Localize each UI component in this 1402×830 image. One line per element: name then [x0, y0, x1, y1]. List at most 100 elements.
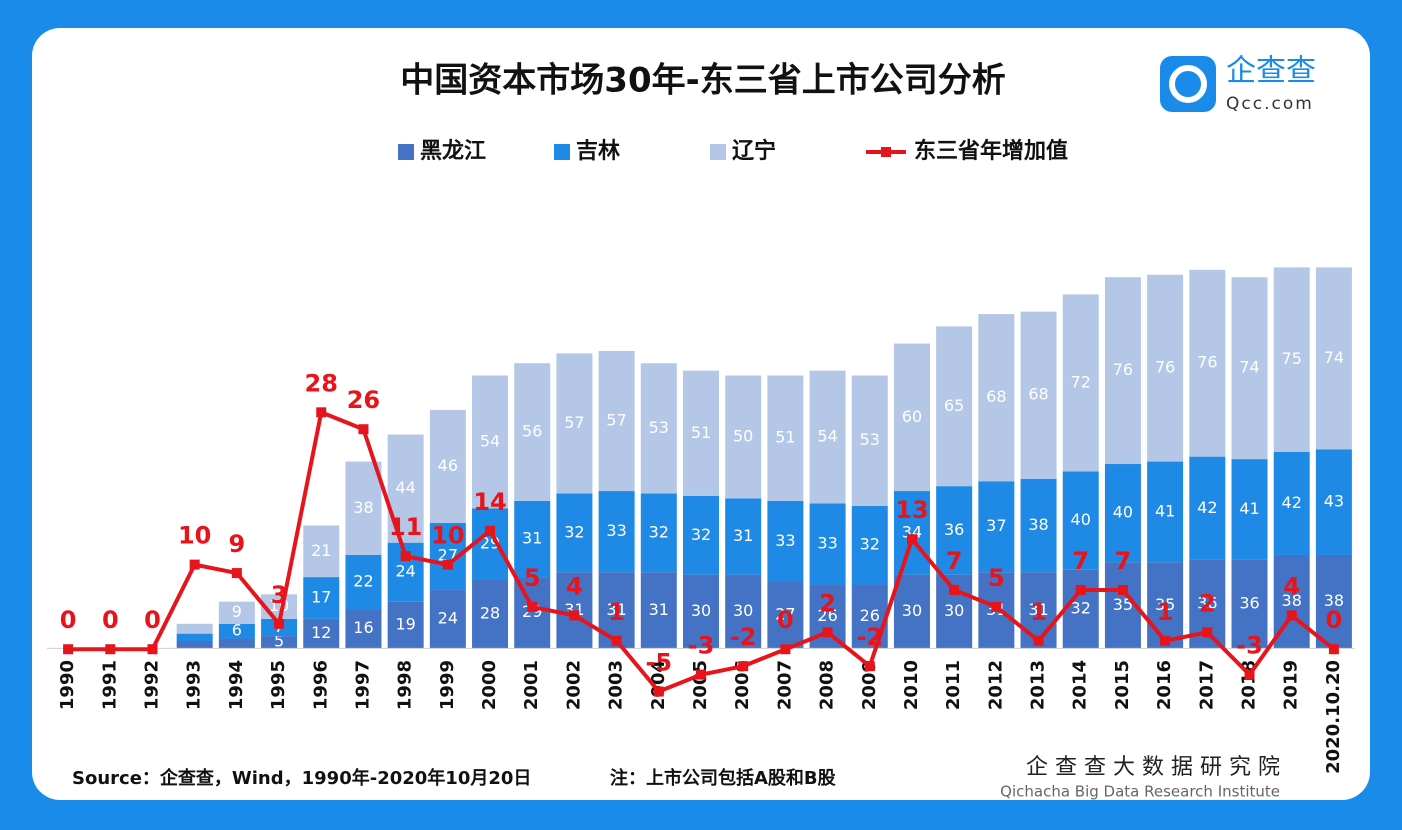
bar-value-label: 53 — [860, 430, 880, 449]
line-value-label: 1 — [1030, 598, 1047, 626]
bar-value-label: 33 — [775, 531, 795, 550]
x-tick-label: 2016 — [1154, 660, 1175, 710]
bar-segment — [1231, 277, 1268, 460]
bar-value-label: 36 — [1239, 594, 1259, 613]
bar-value-label: 57 — [606, 411, 626, 430]
bar-value-label: 54 — [817, 426, 837, 445]
x-tick-label: 2019 — [1281, 660, 1302, 710]
bar-value-label: 46 — [438, 456, 458, 475]
chart-title: 中国资本市场30年-东三省上市公司分析 — [400, 61, 1005, 101]
line-value-label: 10 — [178, 522, 211, 550]
bar-value-label: 76 — [1197, 353, 1217, 372]
line-value-label: 0 — [102, 606, 119, 634]
bar-value-label: 32 — [860, 535, 880, 554]
x-tick-label: 2008 — [817, 660, 838, 710]
bar-segment — [1189, 269, 1226, 457]
line-value-label: 0 — [1326, 606, 1343, 634]
line-marker — [906, 534, 917, 545]
logo-name: 企查查 — [1226, 54, 1316, 89]
bar-segment — [851, 375, 888, 506]
bar-segment — [261, 636, 298, 649]
bar-segment — [851, 505, 888, 585]
bar-value-label: 38 — [1282, 591, 1302, 610]
bar-value-label: 12 — [311, 623, 331, 642]
line-value-label: 0 — [144, 606, 161, 634]
bar-segment — [640, 493, 677, 573]
bar-value-label: 50 — [733, 426, 753, 445]
bar-segment — [514, 363, 551, 501]
bar-segment — [1104, 464, 1141, 563]
x-tick-label: 1999 — [437, 660, 458, 710]
bar-segment — [683, 495, 719, 575]
bar-value-label: 24 — [395, 562, 415, 581]
bar-value-label: 16 — [353, 618, 373, 637]
bar-segment — [345, 554, 382, 610]
line-value-label: 5 — [524, 564, 541, 592]
bar-value-label: 30 — [902, 601, 922, 620]
line-value-label: 26 — [347, 386, 380, 414]
bar-value-label: 32 — [691, 525, 711, 544]
bar-value-label: 40 — [1071, 510, 1091, 529]
bar-segment — [1147, 562, 1184, 649]
bar-segment — [176, 641, 213, 649]
bar-value-label: 27 — [775, 605, 795, 624]
bar-segment — [683, 370, 719, 496]
line-value-label: 4 — [566, 572, 583, 600]
bar-value-label: 30 — [944, 601, 964, 620]
bar-segment — [303, 618, 340, 649]
bar-segment — [978, 314, 1015, 482]
bar-value-label: 38 — [1028, 515, 1048, 534]
bar-value-label: 22 — [353, 572, 373, 591]
bar-segment — [472, 579, 509, 649]
x-tick-label: 2009 — [859, 660, 880, 710]
bar-value-label: 40 — [1113, 503, 1133, 522]
bar-value-label: 42 — [1282, 493, 1302, 512]
bar-segment — [893, 343, 930, 492]
bar-value-label: 31 — [733, 526, 753, 545]
bar-segment — [345, 609, 382, 649]
line-value-label: -2 — [856, 623, 883, 651]
line-marker — [527, 601, 538, 612]
bar-segment — [725, 375, 762, 499]
x-tick-label: 2005 — [690, 660, 711, 710]
bar-value-label: 26 — [817, 606, 837, 625]
source: Source：企查查，Wind，1990年-2020年10月20日 — [72, 767, 531, 789]
x-tick-label: 2014 — [1070, 660, 1091, 710]
line-value-label: -2 — [730, 623, 757, 651]
bar-segment — [1231, 459, 1268, 560]
bar-value-label: 21 — [311, 541, 331, 560]
bar-segment — [1273, 451, 1310, 555]
x-tick-label: 1994 — [226, 660, 247, 710]
line-marker — [949, 585, 960, 595]
bar-value-label: 65 — [944, 396, 964, 415]
bar-segment — [640, 572, 677, 649]
x-tick-label: 2002 — [563, 660, 584, 710]
bar-value-label: 75 — [1282, 349, 1302, 368]
bar-segment — [767, 500, 804, 583]
bar-segment — [1315, 449, 1352, 555]
line-marker — [611, 635, 622, 646]
legend-label: 吉林 — [576, 138, 620, 164]
legend-swatch — [398, 144, 414, 160]
line-marker — [1328, 644, 1339, 655]
line-value-label: 7 — [946, 547, 963, 575]
bar-segment — [176, 623, 213, 634]
line-value-label: 4 — [1283, 572, 1300, 600]
line-value-label: -3 — [688, 632, 715, 660]
bar-value-label: 41 — [1155, 501, 1175, 520]
note: 注：上市公司包括A股和B股 — [610, 767, 837, 789]
bar-value-label: 74 — [1239, 358, 1259, 377]
bar-value-label: 43 — [1324, 492, 1344, 511]
bar-value-label: 5 — [274, 632, 284, 651]
bar-value-label: 37 — [986, 516, 1006, 535]
institute: 企 查 查 大 数 据 研 究 院 — [1026, 755, 1280, 780]
bar-segment — [1315, 267, 1352, 450]
bar-value-label: 19 — [395, 615, 415, 634]
x-tick-label: 1991 — [99, 660, 120, 710]
bar-segment — [1147, 274, 1184, 462]
bar-segment — [936, 326, 973, 487]
bar-value-label: 35 — [1155, 595, 1175, 614]
bar-segment — [472, 508, 509, 580]
line-value-label: 5 — [988, 564, 1005, 592]
